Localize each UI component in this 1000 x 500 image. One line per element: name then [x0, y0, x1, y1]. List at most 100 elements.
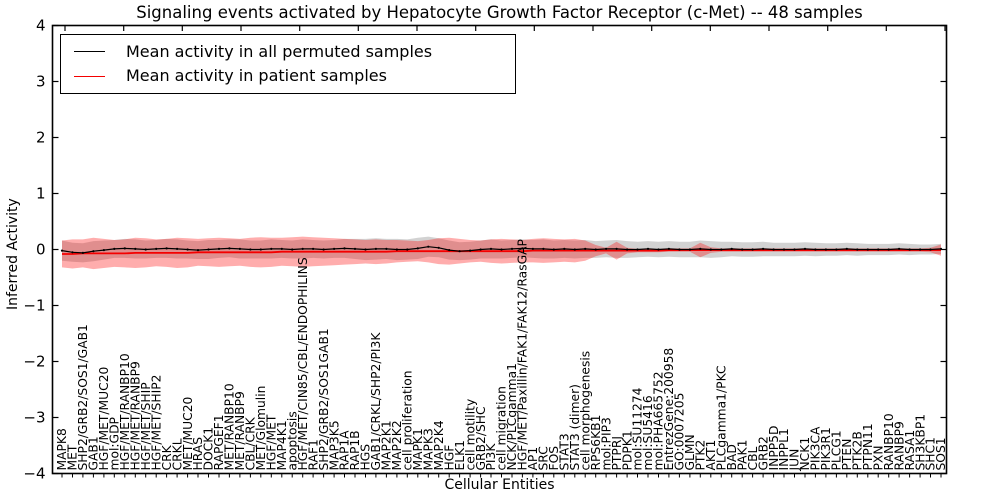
- x-category-label: HGF/MET/CIN85/CBL/ENDOPHILINS: [296, 257, 310, 470]
- permuted-mean-marker: [626, 248, 629, 251]
- permuted-mean-marker: [856, 248, 859, 251]
- y-tick-label: 1: [36, 185, 46, 203]
- x-category-label: SHP2/GRB2/SOS1GAB1: [317, 328, 331, 470]
- permuted-mean-marker: [249, 248, 252, 251]
- permuted-mean-marker: [521, 247, 524, 250]
- permuted-mean-marker: [605, 247, 608, 250]
- x-category-label: MAP2K2: [390, 420, 404, 470]
- x-category-label: MAP2K4: [432, 420, 446, 470]
- permuted-mean-marker: [134, 247, 137, 250]
- permuted-mean-marker: [427, 245, 430, 248]
- x-category-label: PXN: [871, 445, 885, 470]
- permuted-mean-marker: [144, 248, 147, 251]
- x-category-label: RASA1: [903, 430, 917, 471]
- y-tick-label: −2: [23, 353, 45, 371]
- x-category-label: HGS: [359, 444, 373, 471]
- x-category-label: SH3KBP1: [913, 414, 927, 471]
- x-category-label: cell migration: [495, 386, 509, 470]
- x-category-label: RPS6KB1: [589, 415, 603, 471]
- x-category-label: PDPK1: [620, 430, 634, 470]
- x-category-label: GRB2: [756, 436, 770, 470]
- permuted-mean-marker: [489, 247, 493, 250]
- permuted-mean-marker: [877, 248, 880, 251]
- x-category-label: PAK1: [735, 440, 749, 471]
- x-category-label: HGF/MET: [265, 414, 279, 470]
- x-category-label: HGF: [442, 445, 456, 471]
- black-line-swatch: [74, 51, 105, 53]
- permuted-mean-marker: [762, 247, 765, 250]
- permuted-mean-marker: [469, 249, 472, 252]
- x-category-label: mol:SU5416: [641, 395, 655, 470]
- x-category-label: PIK3R1: [819, 427, 833, 470]
- x-category-label: HRAS: [191, 437, 205, 471]
- permuted-mean-marker: [667, 247, 671, 250]
- permuted-mean-marker: [919, 248, 922, 251]
- y-tick-label: −4: [23, 465, 45, 483]
- x-category-label: ELK1: [453, 440, 467, 471]
- x-category-label: GO:0007205: [673, 393, 687, 471]
- x-category-label: PLCG1: [830, 430, 844, 470]
- permuted-mean-marker: [123, 247, 126, 250]
- x-category-label: MAPK1: [411, 428, 425, 470]
- x-category-label: MET: [66, 444, 80, 470]
- permuted-mean-marker: [81, 251, 84, 254]
- x-category-label: EntrezGene:200958: [662, 348, 676, 471]
- permuted-mean-marker: [835, 248, 838, 251]
- chart-title: Signaling events activated by Hepatocyte…: [136, 3, 863, 22]
- x-category-label: RANBP10: [882, 413, 896, 470]
- x-category-label: RAP1B: [348, 430, 362, 470]
- permuted-mean-marker: [343, 247, 346, 250]
- x-category-label: HGF/MET/SHIP: [139, 382, 153, 470]
- y-tick-label: 4: [36, 17, 46, 35]
- x-category-label: MET/RANBP9: [233, 391, 247, 470]
- x-category-label: cell morphogenesis: [578, 351, 592, 471]
- x-category-label: RANBP9: [892, 421, 906, 470]
- permuted-mean-marker: [803, 247, 807, 250]
- x-category-label: RAPGEF1: [212, 414, 226, 470]
- permuted-mean-marker: [688, 248, 692, 251]
- y-tick-label: −3: [23, 409, 45, 427]
- permuted-mean-marker: [730, 247, 733, 250]
- permuted-mean-marker: [228, 247, 231, 250]
- x-category-label: HGF/MET/RANBP10: [118, 353, 132, 470]
- x-category-label: RAF1: [306, 439, 320, 470]
- permuted-mean-marker: [280, 247, 283, 250]
- x-category-label: AP1: [526, 447, 540, 471]
- patient-std-band: [62, 236, 941, 270]
- x-category-label: INPP5D: [767, 426, 781, 471]
- permuted-mean-marker: [374, 247, 377, 250]
- permuted-mean-marker: [845, 247, 848, 250]
- x-category-label: NCK1: [798, 437, 812, 471]
- x-category-label: PIK3CA: [809, 426, 823, 471]
- permuted-mean-marker: [113, 247, 116, 250]
- permuted-mean-marker: [207, 248, 210, 251]
- permuted-mean-marker: [552, 248, 555, 251]
- permuted-mean-marker: [636, 248, 639, 251]
- permuted-mean-marker: [741, 248, 744, 251]
- x-category-label: AKT1: [704, 440, 718, 471]
- permuted-mean-marker: [364, 248, 367, 251]
- permuted-mean-marker: [573, 248, 576, 251]
- x-category-label: NCK/PLCgamma1: [505, 363, 519, 471]
- permuted-mean-marker: [217, 247, 221, 250]
- x-category-label: HGF/MET/SHIP2: [149, 375, 163, 471]
- permuted-mean-marker: [542, 247, 545, 250]
- x-category-label: PTEN: [840, 439, 854, 471]
- permuted-mean-marker: [353, 247, 357, 250]
- x-category-label: mol:SU11274: [631, 387, 645, 470]
- permuted-mean-marker: [615, 247, 618, 250]
- x-category-label: BAD: [725, 444, 739, 470]
- x-axis-title: Cellular Entities: [444, 477, 555, 493]
- permuted-mean-marker: [238, 247, 241, 250]
- x-category-label: HGF/MET/MUC20: [97, 367, 111, 471]
- x-category-label: MAPK8: [55, 428, 69, 470]
- permuted-mean-marker: [824, 248, 828, 251]
- permuted-mean-marker: [772, 248, 775, 251]
- permuted-mean-marker: [720, 248, 723, 251]
- permuted-mean-marker: [793, 248, 796, 251]
- permuted-mean-marker: [699, 247, 702, 250]
- permuted-mean-marker: [814, 248, 817, 251]
- permuted-mean-marker: [395, 248, 398, 251]
- x-category-label: MET/Glomulin: [254, 386, 268, 471]
- x-category-label: PTPN11: [861, 423, 875, 470]
